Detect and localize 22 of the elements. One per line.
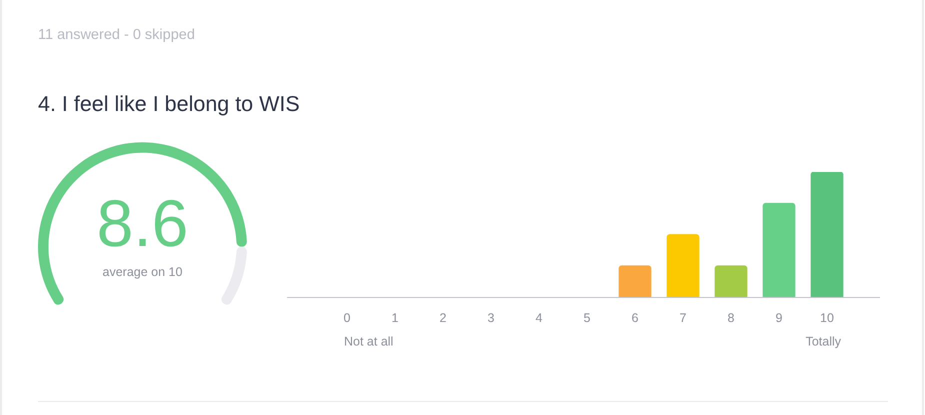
text: average on 10 [102,265,183,280]
chart-title: 4. I feel like I belong to WIS [38,91,300,118]
x-tick-label: 6 [632,310,639,325]
bar [618,265,652,297]
x-tick-label: 8 [728,310,735,325]
x-tick-label: 5 [584,310,591,325]
x-tick-label: 10 [820,310,834,325]
data-label: 8.6 [96,186,188,260]
x-tick-label: 9 [776,310,783,325]
x-tick-label: 1 [392,310,399,325]
text: Not at all [344,334,394,348]
x-tick-label: 7 [680,310,687,325]
text: Totally [806,334,842,348]
bar [666,234,700,297]
x-tick-label: 2 [440,310,447,325]
chart-subtitle: 11 answered - 0 skipped [38,26,195,44]
x-tick-label: 4 [536,310,543,325]
bar [714,265,748,297]
x-tick-label: 0 [344,310,351,325]
bar [810,172,844,297]
x-tick-label: 3 [488,310,495,325]
bar [762,202,796,297]
